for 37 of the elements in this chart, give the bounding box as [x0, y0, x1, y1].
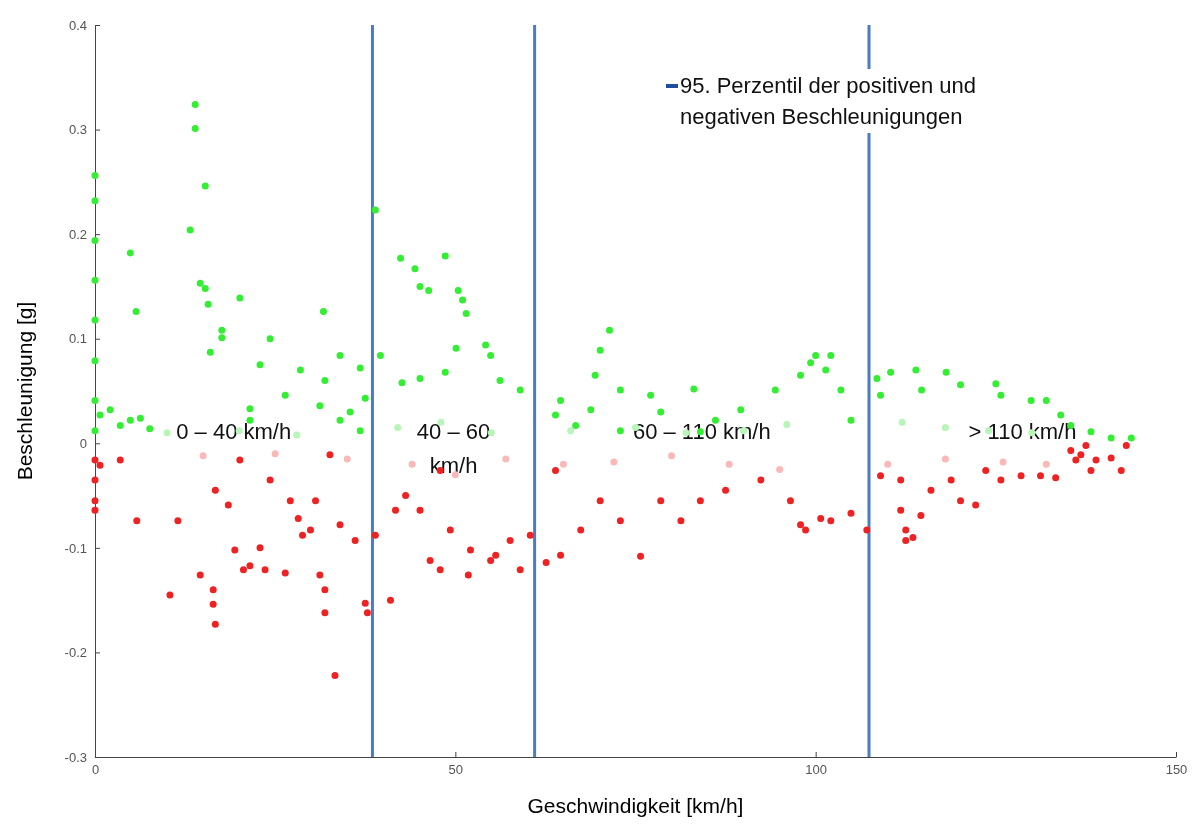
x-tick-label: 100 [805, 762, 828, 778]
point [293, 431, 301, 439]
point [271, 450, 279, 458]
x-tick-label: 150 [1165, 762, 1188, 778]
point [668, 452, 676, 460]
y-tick-label: 0.3 [68, 122, 87, 138]
point [199, 452, 207, 460]
point [941, 455, 949, 463]
point [776, 465, 784, 473]
point [567, 427, 575, 435]
x-tick-label: 50 [448, 762, 464, 778]
annotation: 0 – 40 km/h [176, 419, 292, 445]
point [999, 458, 1007, 466]
y-tick-label: -0.2 [64, 645, 87, 661]
y-axis-title: Beschleunigung [g] [13, 301, 36, 481]
point [884, 460, 892, 468]
point [898, 418, 906, 426]
y-tick-label: 0.4 [68, 17, 87, 33]
y-tick-label: -0.3 [64, 749, 87, 765]
point [941, 424, 949, 432]
x-axis-title: Geschwindigkeit [km/h] [527, 794, 744, 817]
point [725, 460, 733, 468]
point [610, 458, 618, 466]
point [559, 460, 567, 468]
point [1042, 460, 1050, 468]
annotation: 95. Perzentil der positiven und negativen Beschleunigungen [680, 73, 976, 129]
y-tick-label: 0 [79, 435, 87, 451]
point [163, 429, 171, 437]
point [502, 455, 510, 463]
x-tick-label: 0 [91, 762, 100, 778]
point [394, 424, 402, 432]
y-tick-label: 0.2 [68, 226, 87, 242]
point [783, 420, 791, 428]
y-tick-label: 0.1 [68, 331, 87, 347]
y-tick-label: -0.1 [64, 540, 87, 556]
point [408, 460, 416, 468]
point [343, 455, 351, 463]
